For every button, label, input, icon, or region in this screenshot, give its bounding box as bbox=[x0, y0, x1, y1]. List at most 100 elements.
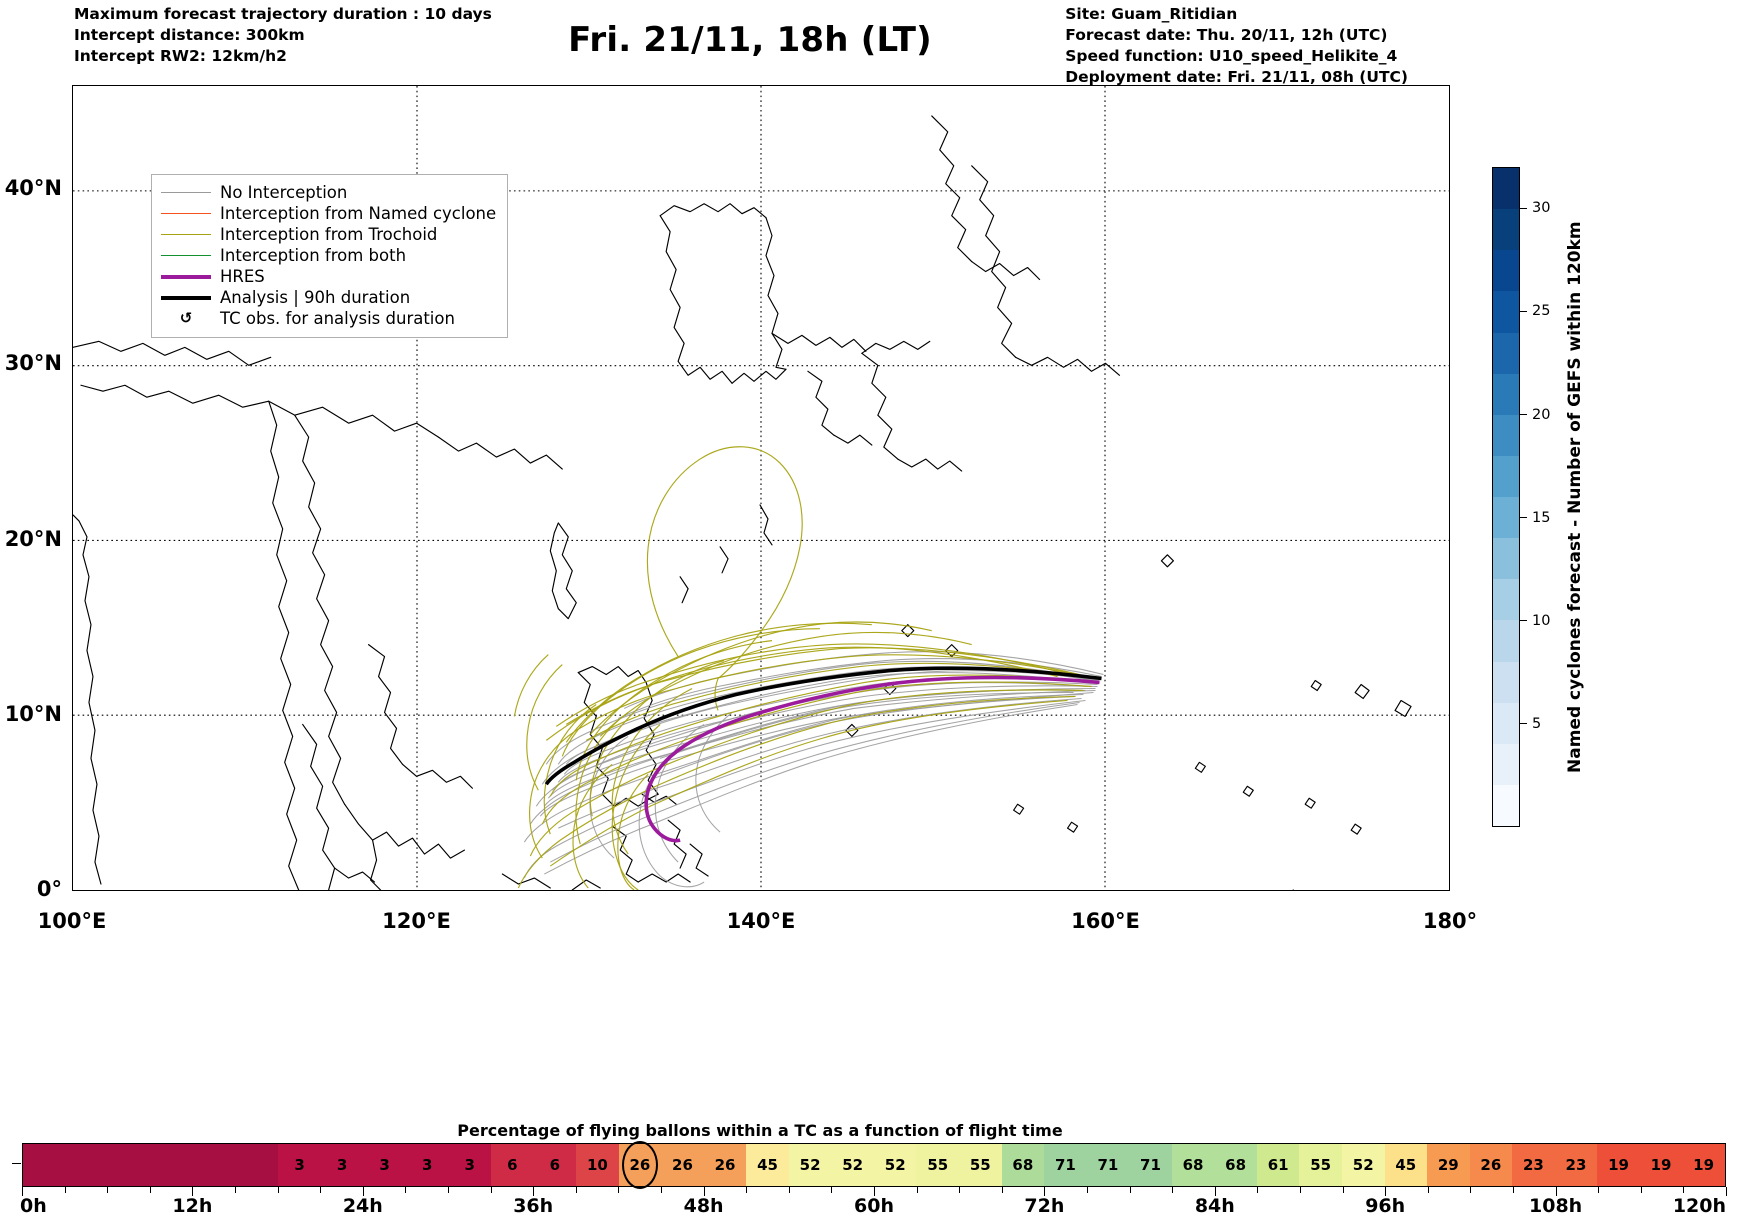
flight-colorbar-cell: 52 bbox=[788, 1144, 832, 1186]
legend-item-named-cyclone[interactable]: Interception from Named cyclone bbox=[161, 203, 496, 224]
flight-colorbar-minor-tick bbox=[831, 1187, 833, 1193]
flight-colorbar-tick-mark bbox=[1214, 1187, 1216, 1196]
deployment-date-line: Deployment date: Fri. 21/11, 08h (UTC) bbox=[1065, 67, 1408, 86]
flight-colorbar-cell bbox=[235, 1144, 279, 1186]
site-line: Site: Guam_Ritidian bbox=[1065, 5, 1238, 23]
flight-colorbar-cell: 3 bbox=[448, 1144, 492, 1186]
gefs-colorbar-band bbox=[1493, 661, 1519, 703]
flight-colorbar-cell: 71 bbox=[1044, 1144, 1087, 1186]
hres-track bbox=[644, 675, 1100, 843]
gefs-colorbar-band bbox=[1493, 579, 1519, 621]
flight-colorbar-minor-tick bbox=[405, 1187, 407, 1193]
flight-colorbar-minor-tick bbox=[1257, 1187, 1259, 1193]
lon-tick-label: 160°E bbox=[1071, 909, 1140, 933]
cyclone-icon: ↺ bbox=[179, 309, 193, 327]
flight-colorbar-axis: 0h 12h 24h 36h 48h 60h 72h 84h 96h 108h 120h bbox=[20, 1187, 1727, 1217]
flight-colorbar-cell: 19 bbox=[1682, 1144, 1725, 1186]
flight-colorbar-tick-label: 120h bbox=[1672, 1195, 1726, 1217]
header-left-block: Maximum forecast trajectory duration : 1… bbox=[74, 4, 492, 67]
legend-swatch-no-interception bbox=[161, 192, 211, 193]
lon-tick-label: 140°E bbox=[726, 909, 796, 933]
analysis-track bbox=[544, 666, 1102, 786]
flight-colorbar-cell: 26 bbox=[703, 1144, 747, 1186]
flight-colorbar-cell: 52 bbox=[831, 1144, 874, 1186]
gefs-colorbar-band bbox=[1493, 702, 1519, 744]
flight-colorbar[interactable]: 3 3 3 3 3 6 6 10 26 26 26 45 52 52 52 55 55 68 71 71 71 68 68 6… bbox=[22, 1143, 1726, 1187]
trajectory-group-trochoid bbox=[513, 446, 1098, 890]
flight-colorbar-tick-label: 108h bbox=[1529, 1195, 1583, 1217]
lon-tick-label: 120°E bbox=[382, 909, 451, 933]
gefs-colorbar-band bbox=[1493, 332, 1519, 374]
flight-colorbar-tick-mark bbox=[1555, 1187, 1557, 1196]
trajectory-group-no-interception bbox=[523, 651, 1104, 888]
legend-item-both[interactable]: Interception from both bbox=[161, 245, 496, 266]
flight-colorbar-cell: 6 bbox=[491, 1144, 534, 1186]
lat-tick-label: 0° bbox=[36, 877, 62, 901]
legend-swatch-analysis bbox=[161, 295, 211, 300]
flight-colorbar-cell: 29 bbox=[1427, 1144, 1470, 1186]
legend-item-hres[interactable]: HRES bbox=[161, 266, 496, 287]
flight-colorbar-minor-tick bbox=[1300, 1187, 1301, 1193]
gefs-colorbar-band bbox=[1493, 373, 1519, 415]
forecast-date-line: Forecast date: Thu. 20/11, 12h (UTC) bbox=[1065, 25, 1388, 44]
legend-item-no-interception[interactable]: No Interception bbox=[161, 182, 496, 203]
flight-colorbar-cell bbox=[65, 1144, 109, 1186]
legend-swatch-both bbox=[161, 255, 211, 256]
lat-tick-label: 40°N bbox=[4, 176, 62, 201]
gefs-colorbar-band bbox=[1493, 620, 1519, 662]
flight-colorbar-minor-tick bbox=[1342, 1187, 1344, 1193]
flight-colorbar-tick-mark bbox=[362, 1187, 364, 1196]
flight-colorbar-tick-mark bbox=[1726, 1187, 1727, 1196]
lon-tick-label: 100°E bbox=[37, 909, 107, 933]
lat-tick-label: 20°N bbox=[4, 526, 62, 551]
map-coastlines bbox=[73, 115, 1412, 890]
flight-colorbar-cell: 10 bbox=[576, 1144, 619, 1186]
flight-colorbar-cell: 68 bbox=[1001, 1144, 1045, 1186]
gefs-colorbar-title: Named cyclones forecast - Number of GEFS… bbox=[1565, 221, 1585, 773]
legend-label-no-interception: No Interception bbox=[220, 183, 348, 202]
flight-colorbar-cell: 23 bbox=[1554, 1144, 1598, 1186]
flight-colorbar-minor-tick bbox=[448, 1187, 449, 1193]
gefs-colorbar-tick: 15 bbox=[1520, 510, 1560, 526]
speed-function-line: Speed function: U10_speed_Helikite_4 bbox=[1065, 46, 1398, 65]
flight-colorbar-tick-label: 72h bbox=[1024, 1195, 1065, 1217]
flight-colorbar-minor-tick bbox=[277, 1187, 279, 1193]
flight-colorbar-minor-tick bbox=[490, 1187, 492, 1193]
flight-colorbar-tick-label: 96h bbox=[1365, 1195, 1406, 1217]
flight-colorbar-left-tick bbox=[12, 1163, 21, 1164]
legend-label-analysis: Analysis | 90h duration bbox=[220, 288, 411, 307]
flight-colorbar-cell: 3 bbox=[363, 1144, 406, 1186]
flight-colorbar-cell: 23 bbox=[1512, 1144, 1555, 1186]
flight-colorbar-minor-tick bbox=[1001, 1187, 1003, 1193]
flight-colorbar-cell: 6 bbox=[533, 1144, 577, 1186]
flight-colorbar-cell: 68 bbox=[1171, 1144, 1215, 1186]
flight-colorbar-minor-tick bbox=[1470, 1187, 1472, 1193]
legend-item-tc-obs[interactable]: ↺ TC obs. for analysis duration bbox=[161, 308, 496, 329]
legend-label-hres: HRES bbox=[220, 267, 265, 286]
flight-colorbar-cell: 3 bbox=[405, 1144, 449, 1186]
flight-colorbar-minor-tick bbox=[1172, 1187, 1174, 1193]
gefs-colorbar-band bbox=[1493, 291, 1519, 333]
flight-colorbar-minor-tick bbox=[916, 1187, 918, 1193]
gefs-colorbar-tick: 5 bbox=[1520, 716, 1560, 732]
flight-colorbar-minor-tick bbox=[1513, 1187, 1514, 1193]
flight-colorbar-cell: 52 bbox=[1341, 1144, 1385, 1186]
flight-colorbar-tick-label: 84h bbox=[1194, 1195, 1235, 1217]
legend-swatch-trochoid bbox=[161, 234, 211, 235]
map-panel[interactable]: No Interception Interception from Named … bbox=[72, 85, 1450, 891]
gefs-colorbar-band bbox=[1493, 497, 1519, 539]
flight-colorbar-minor-tick bbox=[746, 1187, 748, 1193]
legend-swatch-named-cyclone bbox=[161, 213, 211, 214]
legend-item-trochoid[interactable]: Interception from Trochoid bbox=[161, 224, 496, 245]
flight-colorbar-minor-tick bbox=[618, 1187, 620, 1193]
gefs-colorbar-band bbox=[1493, 414, 1519, 456]
page-title: Fri. 21/11, 18h (LT) bbox=[568, 20, 932, 60]
legend-label-trochoid: Interception from Trochoid bbox=[220, 225, 438, 244]
flight-colorbar-minor-tick bbox=[1087, 1187, 1088, 1193]
gefs-colorbar[interactable]: 5 10 15 20 25 30 bbox=[1492, 167, 1550, 827]
flight-colorbar-cell: 71 bbox=[1086, 1144, 1130, 1186]
legend-item-analysis[interactable]: Analysis | 90h duration bbox=[161, 287, 496, 308]
flight-colorbar-tick-label: 60h bbox=[854, 1195, 894, 1217]
flight-colorbar-tick-mark bbox=[874, 1187, 875, 1196]
lat-tick-label: 10°N bbox=[4, 701, 62, 726]
